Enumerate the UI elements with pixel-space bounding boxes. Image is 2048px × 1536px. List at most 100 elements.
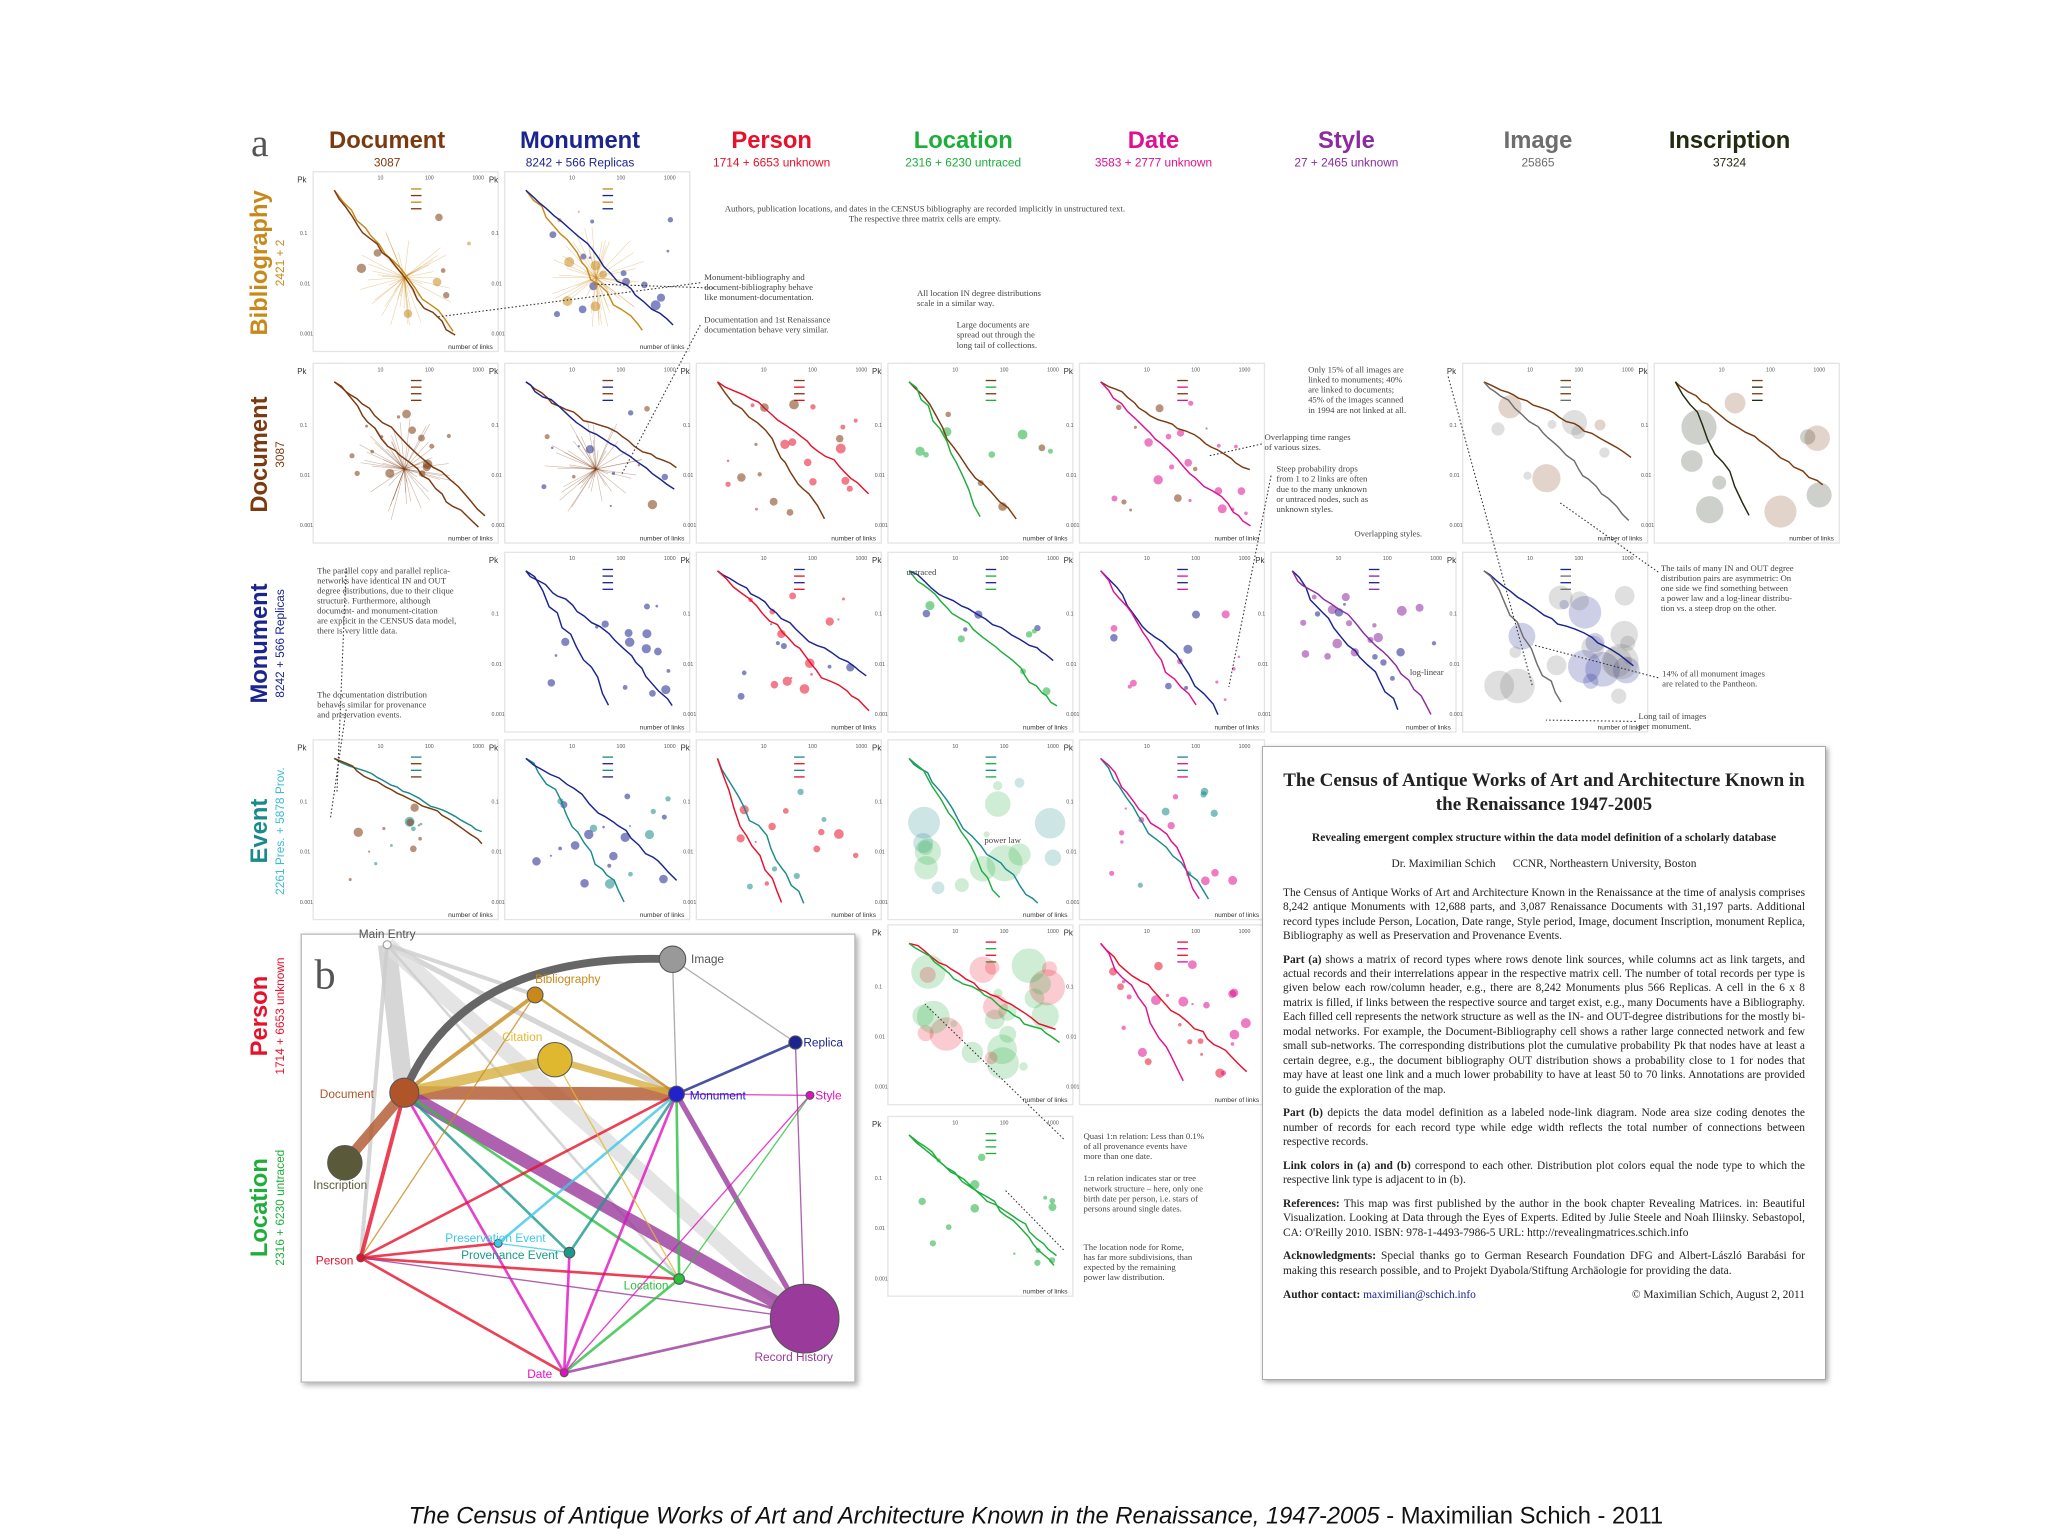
network-edge [404, 463, 420, 470]
network-blob [667, 217, 674, 223]
y-tick-label: 0.001 [1066, 712, 1079, 718]
network-blob [1200, 791, 1207, 798]
annotation: untraced [906, 567, 937, 577]
y-tick-label: 0.1 [1066, 799, 1073, 805]
network-blob [354, 470, 360, 477]
leader-line [1228, 475, 1272, 688]
network-blob [1223, 698, 1227, 702]
network-blob [1415, 603, 1424, 612]
network-blob [1229, 1029, 1240, 1040]
network-blob [1173, 494, 1182, 503]
network-blob [406, 818, 414, 827]
leader-line [435, 282, 701, 318]
node-label: Person [316, 1253, 354, 1267]
x-tick-label: 1000 [1047, 929, 1059, 935]
network-edge [393, 277, 405, 292]
network-blob [1396, 605, 1407, 616]
network-blob [544, 434, 550, 440]
annotation: The parallel copy and parallel replica- [317, 565, 450, 575]
network-blob [429, 443, 435, 449]
network-blob [1396, 647, 1405, 657]
network-blob [641, 644, 651, 654]
network-blob [741, 670, 747, 676]
network-blob [954, 878, 969, 893]
network-blob [1111, 495, 1118, 502]
distribution-curve [1100, 942, 1248, 1073]
network-blob [609, 504, 612, 508]
network-edge [360, 462, 405, 470]
network-blob [1137, 1047, 1147, 1057]
x-axis-label: number of links [1789, 535, 1834, 542]
network-edge [404, 259, 434, 278]
network-blob [649, 689, 656, 697]
network-edge [391, 441, 405, 470]
y-tick-label: 0.001 [492, 712, 505, 718]
diagram-node [788, 1035, 803, 1050]
y-axis-label: Pk [1447, 367, 1456, 376]
network-blob [970, 1204, 980, 1213]
plot-frame [1462, 362, 1649, 544]
network-edge [588, 274, 597, 278]
y-axis-label: Pk [872, 367, 881, 376]
panel-subtitle: Revealing emergent complex structure wit… [1311, 831, 1777, 844]
network-edge [390, 468, 405, 521]
network-edge [584, 228, 597, 278]
network-edge [403, 240, 410, 278]
network-blob [443, 292, 450, 299]
network-blob [737, 692, 745, 700]
annotation: documentation behave very similar. [704, 324, 828, 334]
network-blob [1144, 1058, 1152, 1066]
network-blob [1764, 495, 1797, 528]
node-label: Record History [754, 1350, 833, 1364]
network-edge [374, 277, 405, 301]
annotation: structure. Furthermore, although [317, 596, 431, 606]
network-edge [573, 440, 597, 470]
network-edge [399, 422, 405, 470]
network-blob [1228, 989, 1237, 999]
distribution-curve [1483, 381, 1630, 521]
network-blob [768, 822, 776, 831]
network-edge [404, 468, 430, 501]
network-edge [404, 255, 439, 278]
network-blob [541, 484, 547, 490]
network-blob [1585, 633, 1605, 653]
leader-line [1558, 501, 1659, 573]
network-blob [570, 841, 580, 850]
network-blob [1121, 979, 1126, 984]
network-edge [560, 277, 597, 301]
network-blob [607, 863, 612, 868]
plot-frame [504, 551, 691, 733]
network-blob [725, 481, 731, 487]
network-blob [788, 438, 797, 447]
network-edge [567, 450, 597, 470]
x-tick-label: 1000 [1047, 744, 1059, 750]
plot-cell: Pk number of links 10 100 1000 0.1 0.01 0.001 [872, 739, 1074, 921]
network-blob [410, 845, 417, 853]
plot-frame [695, 739, 882, 921]
network-edge [370, 435, 405, 470]
network-edge [595, 450, 607, 470]
x-tick-label: 100 [425, 744, 434, 750]
row-header: Document [246, 396, 273, 512]
distribution-curve [908, 570, 1058, 707]
plot-frame [1462, 551, 1649, 733]
network-blob [1681, 409, 1717, 445]
network-edge [368, 277, 405, 281]
network-blob [1231, 666, 1236, 671]
leader-line [924, 1003, 1065, 1140]
network-edge [386, 448, 405, 470]
network-blob [1431, 641, 1437, 646]
x-tick-label: 100 [1191, 744, 1200, 750]
node-label: Inscription [313, 1178, 367, 1192]
column-count: 2316 + 6230 untraced [905, 155, 1021, 169]
network-blob [929, 1017, 964, 1051]
network-blob [467, 241, 471, 246]
network-edge [595, 468, 603, 502]
network-blob [1611, 688, 1627, 704]
node-label: Main Entry [359, 927, 416, 941]
y-tick-label: 0.001 [875, 712, 888, 718]
network-edge [595, 423, 618, 470]
plot-cell: Pk number of links 10 100 1000 0.1 0.01 0.001 [872, 1115, 1074, 1297]
row-header: Bibliography [246, 190, 273, 336]
network-edge [593, 425, 597, 470]
